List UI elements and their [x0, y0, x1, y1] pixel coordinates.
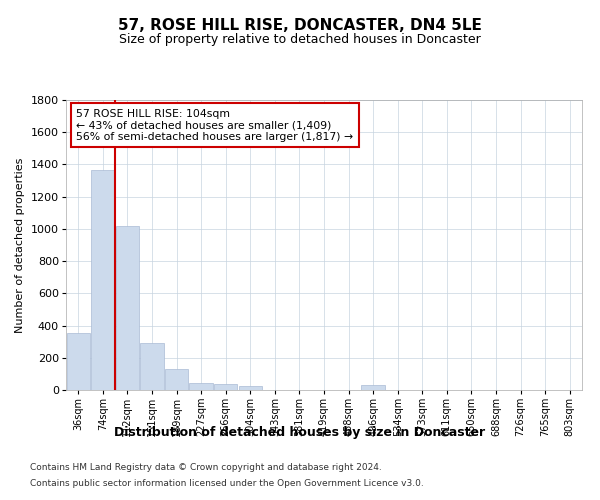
Bar [361, 386, 385, 390]
Text: Contains HM Land Registry data © Crown copyright and database right 2024.: Contains HM Land Registry data © Crown c… [30, 464, 382, 472]
Bar [214, 384, 238, 390]
Text: Distribution of detached houses by size in Doncaster: Distribution of detached houses by size … [115, 426, 485, 439]
Text: Size of property relative to detached houses in Doncaster: Size of property relative to detached ho… [119, 32, 481, 46]
Bar [67, 333, 90, 390]
Text: 57, ROSE HILL RISE, DONCASTER, DN4 5LE: 57, ROSE HILL RISE, DONCASTER, DN4 5LE [118, 18, 482, 32]
Y-axis label: Number of detached properties: Number of detached properties [16, 158, 25, 332]
Bar [165, 369, 188, 390]
Bar [116, 226, 139, 390]
Bar [190, 383, 213, 390]
Bar [140, 344, 164, 390]
Text: Contains public sector information licensed under the Open Government Licence v3: Contains public sector information licen… [30, 478, 424, 488]
Bar [91, 170, 115, 390]
Text: 57 ROSE HILL RISE: 104sqm
← 43% of detached houses are smaller (1,409)
56% of se: 57 ROSE HILL RISE: 104sqm ← 43% of detac… [76, 108, 353, 142]
Bar [239, 386, 262, 390]
